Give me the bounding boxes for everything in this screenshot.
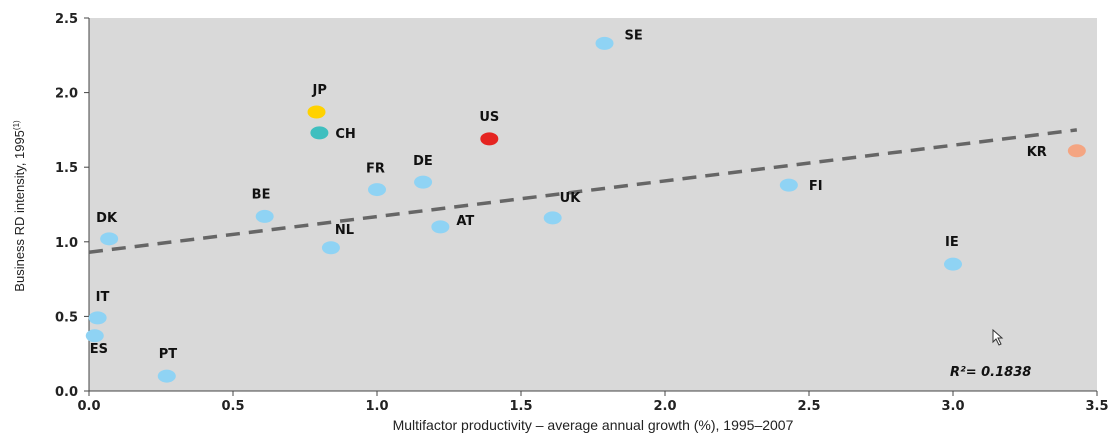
x-tick-label: 2.0 bbox=[653, 399, 676, 414]
x-axis: 0.0 0.5 1.0 1.5 2.0 2.5 3.0 3.5 bbox=[77, 390, 1109, 414]
point-label-dk: DK bbox=[96, 211, 118, 226]
x-tick-label: 3.5 bbox=[1085, 399, 1108, 414]
y-axis-label: Business RD intensity, 1995(1) bbox=[12, 120, 27, 292]
point-at bbox=[431, 220, 450, 234]
point-label-at: AT bbox=[456, 214, 474, 229]
y-tick-label: 1.0 bbox=[55, 236, 78, 251]
point-dk bbox=[100, 232, 119, 246]
point-label-kr: KR bbox=[1027, 145, 1047, 160]
points-group bbox=[85, 36, 1086, 383]
point-labels-group: SE JP CH US KR DE FI FR BE UK AT DK NL IE IT ES PT bbox=[90, 28, 1047, 362]
x-tick-label: 1.5 bbox=[509, 399, 532, 414]
trendline bbox=[88, 128, 1078, 254]
point-uk bbox=[543, 211, 562, 225]
point-label-be: BE bbox=[252, 187, 271, 202]
point-it bbox=[88, 311, 107, 325]
x-tick-label: 0.5 bbox=[221, 399, 244, 414]
point-label-nl: NL bbox=[335, 223, 354, 238]
point-label-fi: FI bbox=[809, 179, 823, 194]
point-us bbox=[480, 132, 499, 146]
x-tick-label: 0.0 bbox=[77, 399, 100, 414]
point-fi bbox=[779, 178, 798, 192]
point-pt bbox=[157, 369, 176, 383]
point-nl bbox=[321, 241, 340, 255]
point-be bbox=[255, 209, 274, 223]
point-label-es: ES bbox=[90, 342, 108, 357]
point-se bbox=[595, 36, 614, 50]
point-ie bbox=[944, 257, 962, 271]
x-tick-label: 1.0 bbox=[365, 399, 388, 414]
point-label-jp: JP bbox=[312, 83, 327, 98]
y-tick-label: 2.5 bbox=[55, 12, 78, 27]
x-axis-label: Multifactor productivity – average annua… bbox=[393, 417, 794, 433]
y-tick-label: 0.0 bbox=[55, 385, 78, 400]
point-de bbox=[414, 175, 433, 189]
point-label-us: US bbox=[479, 110, 499, 125]
point-ch bbox=[310, 126, 329, 140]
point-label-pt: PT bbox=[159, 347, 178, 362]
y-tick-label: 2.0 bbox=[55, 87, 78, 102]
x-tick-label: 2.5 bbox=[797, 399, 820, 414]
point-kr bbox=[1067, 144, 1086, 158]
y-axis: 0.0 0.5 1.0 1.5 2.0 2.5 bbox=[55, 12, 90, 400]
point-label-de: DE bbox=[413, 154, 433, 169]
point-label-uk: UK bbox=[560, 191, 582, 206]
x-tick-label: 3.0 bbox=[941, 399, 964, 414]
y-axis-label-main: Business RD intensity, 1995 bbox=[12, 130, 27, 292]
point-label-fr: FR bbox=[366, 162, 385, 177]
point-fr bbox=[368, 183, 386, 197]
plot-area bbox=[89, 18, 1097, 391]
y-tick-label: 1.5 bbox=[55, 161, 78, 176]
point-label-se: SE bbox=[625, 28, 643, 43]
trendline-group bbox=[88, 128, 1078, 254]
point-jp bbox=[307, 105, 326, 119]
point-label-ie: IE bbox=[945, 235, 959, 250]
r-squared-annotation: R²= 0.1838 bbox=[950, 365, 1031, 380]
cursor-icon bbox=[992, 328, 1004, 346]
point-label-ch: CH bbox=[335, 127, 355, 142]
y-tick-label: 0.5 bbox=[55, 310, 78, 325]
y-axis-label-sup: (1) bbox=[12, 120, 21, 130]
point-es bbox=[85, 329, 104, 343]
point-label-it: IT bbox=[96, 290, 110, 305]
